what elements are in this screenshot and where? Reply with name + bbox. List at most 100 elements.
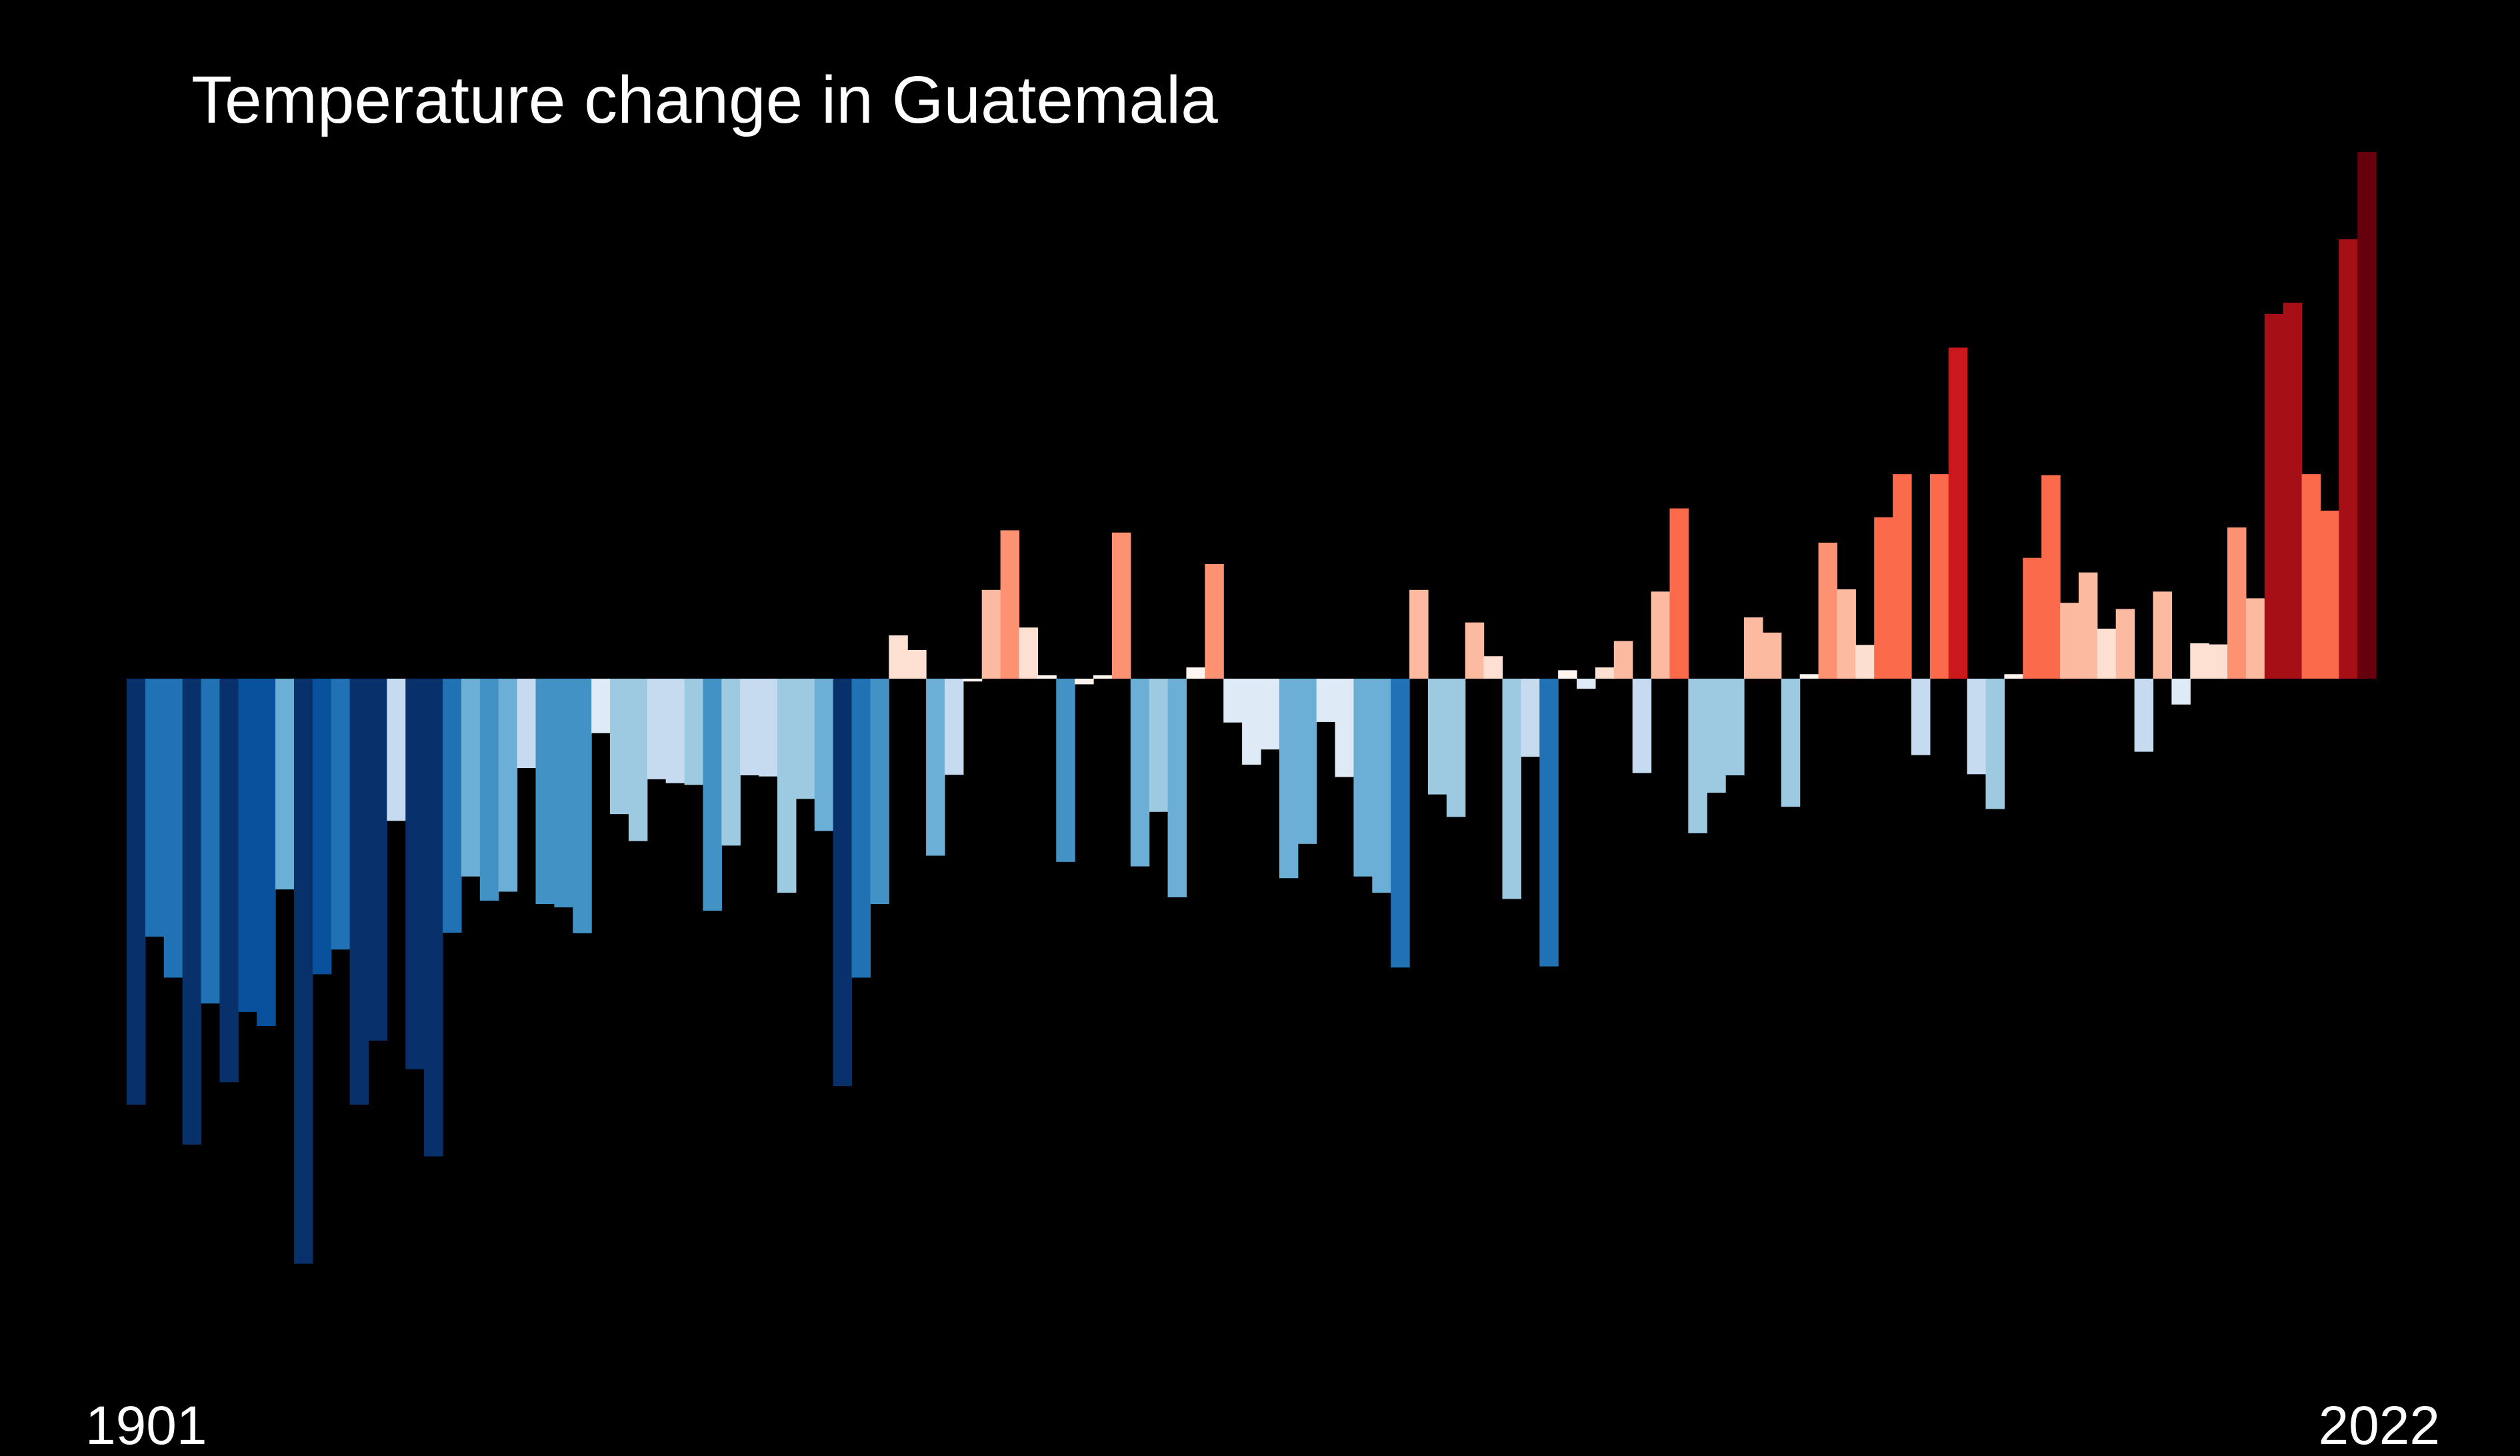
bar-2009 <box>2134 679 2154 752</box>
bar-1952 <box>1075 679 1094 685</box>
bar-1981 <box>1613 641 1633 679</box>
bar-1986 <box>1707 679 1726 793</box>
bar-1972 <box>1446 679 1466 817</box>
bar-1925 <box>573 679 592 933</box>
bar-1945 <box>944 679 964 775</box>
bar-2005 <box>2060 603 2079 679</box>
bar-2020 <box>2339 239 2358 679</box>
bar-1988 <box>1744 617 1763 679</box>
bar-1943 <box>907 650 927 679</box>
x-axis-start-label: 1901 <box>85 1395 207 1456</box>
bar-1968 <box>1372 679 1391 893</box>
bar-1980 <box>1595 667 1615 679</box>
bar-2011 <box>2171 679 2191 705</box>
bar-2001 <box>1985 679 2005 809</box>
bar-2014 <box>2227 527 2247 679</box>
bar-2004 <box>2041 475 2061 679</box>
bar-1978 <box>1558 670 1577 679</box>
bar-2010 <box>2153 591 2172 679</box>
bar-1935 <box>759 679 778 777</box>
bar-1970 <box>1409 589 1429 679</box>
bar-1995 <box>1874 517 1893 679</box>
bar-1982 <box>1632 679 1652 773</box>
bar-1924 <box>554 679 573 908</box>
bar-1928 <box>628 679 648 841</box>
bar-chart-canvas <box>127 152 2377 1264</box>
bar-1906 <box>219 679 239 1083</box>
bar-1936 <box>777 679 797 893</box>
bar-2013 <box>2209 644 2228 679</box>
bar-1949 <box>1019 627 1038 679</box>
bar-1989 <box>1762 632 1782 679</box>
bar-1993 <box>1837 589 1856 679</box>
bar-1965 <box>1316 679 1336 722</box>
bar-1954 <box>1111 532 1131 679</box>
bar-2002 <box>2004 674 2023 679</box>
bar-1958 <box>1186 667 1205 679</box>
bar-1905 <box>201 679 221 1004</box>
bar-2000 <box>1967 679 1987 775</box>
bar-1914 <box>368 679 387 1041</box>
bar-1912 <box>331 679 351 950</box>
bar-1975 <box>1502 679 1521 899</box>
bar-1946 <box>963 679 983 682</box>
bar-1944 <box>926 679 945 856</box>
bar-1976 <box>1521 679 1540 757</box>
bar-1927 <box>610 679 629 815</box>
bar-2021 <box>2357 152 2377 679</box>
bar-1962 <box>1261 679 1280 750</box>
bar-1917 <box>424 679 443 1157</box>
bar-1947 <box>981 589 1001 679</box>
bar-1956 <box>1149 679 1169 812</box>
bar-1967 <box>1353 679 1373 877</box>
bar-1937 <box>795 679 815 799</box>
bar-1999 <box>1948 347 1968 679</box>
bar-1994 <box>1855 645 1875 679</box>
bar-1996 <box>1893 474 1912 679</box>
bar-1964 <box>1297 679 1317 844</box>
bar-1921 <box>498 679 518 892</box>
bar-1990 <box>1781 679 1801 807</box>
bar-1933 <box>721 679 741 846</box>
bar-1942 <box>889 635 908 679</box>
bar-1909 <box>275 679 295 890</box>
bar-2016 <box>2264 313 2284 679</box>
bar-1969 <box>1391 679 1410 968</box>
bar-2012 <box>2190 643 2209 679</box>
chart-title: Temperature change in Guatemala <box>191 63 1218 137</box>
bar-1915 <box>387 679 406 821</box>
bar-1926 <box>591 679 611 733</box>
bar-1966 <box>1335 679 1355 777</box>
bar-1983 <box>1651 591 1671 679</box>
bar-1974 <box>1483 656 1503 679</box>
bar-1948 <box>1000 530 1020 679</box>
bar-1941 <box>870 679 889 905</box>
bar-1930 <box>665 679 685 783</box>
bar-1939 <box>833 679 853 1087</box>
bar-2017 <box>2283 303 2303 679</box>
bar-1923 <box>535 679 555 905</box>
bar-1997 <box>1911 679 1931 755</box>
bar-1973 <box>1465 622 1485 679</box>
bar-1992 <box>1818 542 1838 679</box>
bar-1955 <box>1130 679 1150 867</box>
bar-1963 <box>1279 679 1299 879</box>
bar-1961 <box>1242 679 1261 765</box>
bar-1984 <box>1669 508 1689 679</box>
bar-1918 <box>443 679 462 933</box>
bar-1940 <box>851 679 871 978</box>
x-axis-end-label: 2022 <box>2318 1395 2440 1456</box>
bar-1991 <box>1799 674 1819 679</box>
bar-1977 <box>1539 679 1559 967</box>
bar-1953 <box>1093 675 1113 679</box>
warming-stripes-chart: Temperature change in Guatemala 1901 202… <box>85 63 2440 1453</box>
bar-1901 <box>127 679 146 1105</box>
bar-1938 <box>814 679 834 831</box>
bar-1959 <box>1205 564 1224 679</box>
bar-1904 <box>182 679 202 1145</box>
bar-1910 <box>293 679 313 1264</box>
bar-1919 <box>461 679 481 877</box>
bar-2015 <box>2245 598 2265 679</box>
bar-1920 <box>479 679 499 901</box>
bar-1929 <box>647 679 667 779</box>
